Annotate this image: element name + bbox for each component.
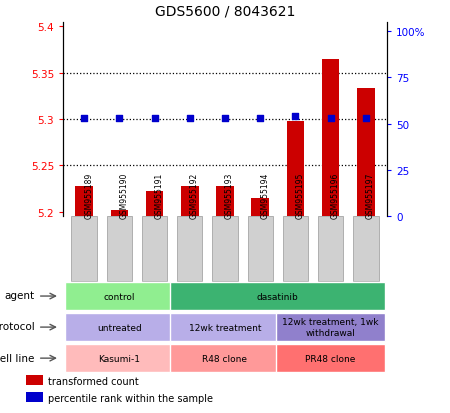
Bar	[65, 282, 174, 310]
Text: control: control	[104, 292, 135, 301]
Text: cell line: cell line	[0, 353, 35, 363]
Bar	[181, 186, 198, 217]
Text: GSM955192: GSM955192	[190, 173, 199, 219]
Bar	[111, 210, 128, 217]
Text: 12wk treatment, 1wk
withdrawal: 12wk treatment, 1wk withdrawal	[283, 318, 379, 337]
Bar	[171, 344, 279, 372]
Bar	[357, 88, 375, 217]
Point	[327, 116, 334, 122]
Text: GSM955189: GSM955189	[84, 173, 93, 219]
FancyBboxPatch shape	[318, 217, 343, 281]
FancyBboxPatch shape	[177, 217, 202, 281]
Bar	[65, 344, 174, 372]
Text: Kasumi-1: Kasumi-1	[99, 354, 140, 363]
Text: agent: agent	[4, 291, 35, 301]
Text: GSM955190: GSM955190	[119, 173, 128, 219]
FancyBboxPatch shape	[212, 217, 238, 281]
Bar	[146, 192, 163, 217]
Bar	[171, 313, 279, 341]
FancyBboxPatch shape	[142, 217, 167, 281]
Text: untreated: untreated	[97, 323, 142, 332]
Bar	[65, 313, 174, 341]
Text: GSM955197: GSM955197	[366, 173, 375, 219]
Bar	[26, 392, 43, 402]
Text: GSM955191: GSM955191	[154, 173, 163, 219]
Text: transformed count: transformed count	[48, 376, 139, 386]
Text: R48 clone: R48 clone	[202, 354, 248, 363]
Point	[362, 116, 369, 122]
FancyBboxPatch shape	[283, 217, 308, 281]
FancyBboxPatch shape	[72, 217, 97, 281]
Point	[151, 116, 158, 122]
Text: GSM955193: GSM955193	[225, 173, 234, 219]
Bar	[252, 198, 269, 217]
Text: percentile rank within the sample: percentile rank within the sample	[48, 393, 213, 403]
Text: dasatinib: dasatinib	[257, 292, 299, 301]
Bar	[75, 186, 93, 217]
Text: PR48 clone: PR48 clone	[306, 354, 356, 363]
Text: GSM955194: GSM955194	[260, 173, 269, 219]
Bar	[26, 375, 43, 385]
Text: GSM955195: GSM955195	[296, 173, 305, 219]
Text: GSM955196: GSM955196	[331, 173, 340, 219]
Bar	[322, 60, 339, 217]
Bar	[171, 282, 385, 310]
FancyBboxPatch shape	[107, 217, 132, 281]
Title: GDS5600 / 8043621: GDS5600 / 8043621	[155, 5, 295, 19]
Point	[186, 116, 194, 122]
FancyBboxPatch shape	[248, 217, 273, 281]
FancyBboxPatch shape	[353, 217, 378, 281]
Point	[292, 114, 299, 120]
Bar	[216, 186, 234, 217]
Text: 12wk treatment: 12wk treatment	[189, 323, 261, 332]
Point	[221, 116, 229, 122]
Text: protocol: protocol	[0, 322, 35, 332]
Bar	[276, 313, 385, 341]
Point	[256, 116, 264, 122]
Bar	[287, 121, 304, 217]
Point	[81, 116, 88, 122]
Point	[116, 116, 123, 122]
Bar	[276, 344, 385, 372]
